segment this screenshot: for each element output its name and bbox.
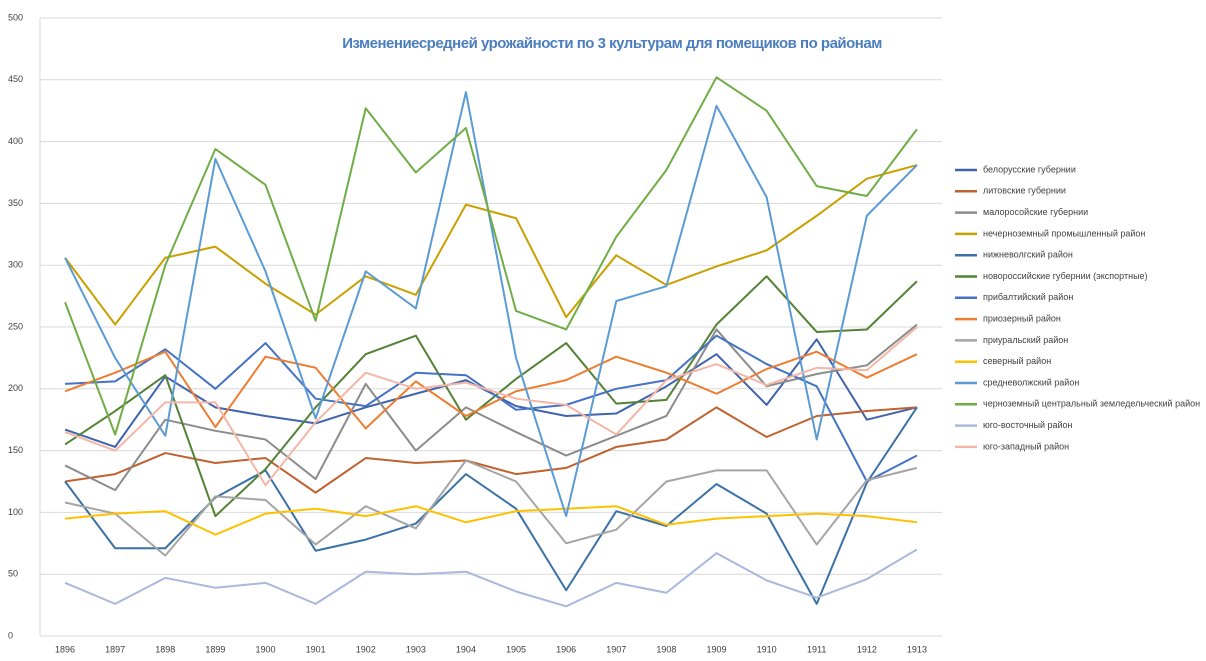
legend-label: приуральский район (983, 335, 1068, 345)
y-tick-label: 350 (8, 198, 23, 208)
y-tick-label: 450 (8, 74, 23, 84)
series-line (64, 406, 918, 494)
y-tick-label: 100 (8, 507, 23, 517)
x-tick-label: 1904 (456, 644, 476, 654)
legend-label: приозерный район (983, 313, 1061, 323)
legend-label: малоросойские губернии (983, 207, 1088, 217)
series-line (64, 91, 918, 518)
legend-label: нечерноземный промышленный район (983, 228, 1145, 238)
series-line (64, 76, 918, 436)
legend-label: черноземный центральный земледельческий … (983, 399, 1200, 409)
x-tick-label: 1903 (406, 644, 426, 654)
x-tick-label: 1912 (857, 644, 877, 654)
legend-label: прибалтийский район (983, 292, 1073, 302)
x-tick-label: 1898 (155, 644, 175, 654)
y-tick-label: 400 (8, 136, 23, 146)
x-tick-label: 1899 (205, 644, 225, 654)
series-line (64, 323, 918, 492)
series-line (64, 505, 918, 536)
legend-label: юго-западный район (983, 441, 1069, 451)
x-tick-label: 1902 (356, 644, 376, 654)
legend-label: литовские губернии (983, 186, 1066, 196)
legend-label: юго-восточный район (983, 420, 1073, 430)
legend-label: белорусские губернии (983, 164, 1076, 174)
x-tick-label: 1905 (506, 644, 526, 654)
y-tick-label: 250 (8, 321, 23, 331)
x-tick-label: 1896 (55, 644, 75, 654)
x-tick-label: 1910 (757, 644, 777, 654)
x-tick-label: 1906 (556, 644, 576, 654)
series-line (64, 459, 918, 557)
x-tick-label: 1911 (807, 644, 826, 654)
series-line (64, 326, 918, 487)
series-line (64, 275, 918, 518)
y-tick-label: 0 (8, 630, 13, 640)
legend-label: нижневолгский район (983, 250, 1073, 260)
x-tick-label: 1901 (306, 644, 326, 654)
legend-label: средневолжский район (983, 377, 1079, 387)
x-tick-label: 1907 (606, 644, 626, 654)
y-tick-label: 150 (8, 445, 23, 455)
series-line (65, 334, 918, 483)
chart-title: Изменениесредней урожайности по 3 культу… (342, 35, 882, 52)
x-tick-label: 1913 (907, 644, 927, 654)
y-tick-label: 300 (8, 260, 23, 270)
y-tick-label: 200 (8, 383, 23, 393)
x-tick-label: 1909 (706, 644, 726, 654)
y-tick-label: 500 (8, 12, 23, 22)
series-line (64, 164, 918, 326)
legend-label: северный район (983, 356, 1051, 366)
x-tick-label: 1908 (656, 644, 676, 654)
series-line (64, 350, 918, 430)
x-tick-label: 1900 (255, 644, 275, 654)
series-line (64, 548, 918, 608)
y-tick-label: 50 (8, 569, 18, 579)
x-tick-label: 1897 (105, 644, 125, 654)
legend-label: новороссийские губернии (экспортные) (983, 271, 1148, 281)
